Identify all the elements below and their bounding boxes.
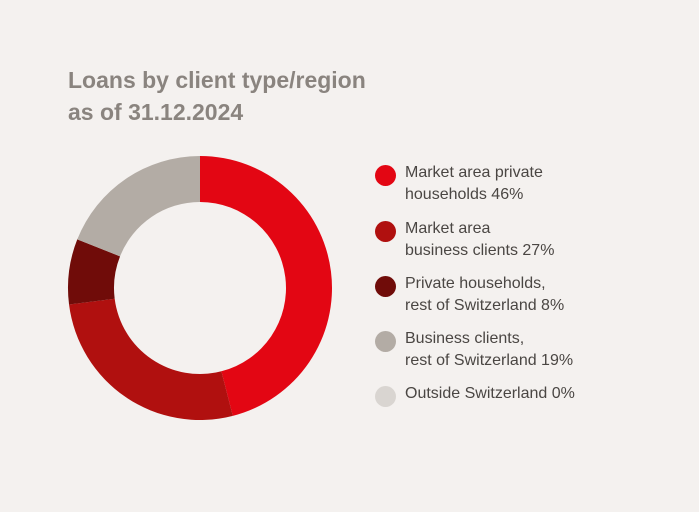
legend-label: Private households, (405, 275, 546, 292)
legend-label: Market area (405, 220, 491, 237)
legend-label: Outside Switzerland 0% (405, 385, 575, 402)
donut-slice-market-area-private-households (200, 156, 332, 416)
legend-swatch (375, 221, 396, 242)
legend-swatch (375, 165, 396, 186)
legend-swatch (375, 331, 396, 352)
legend-label: Market area private (405, 164, 543, 181)
legend-label: rest of Switzerland 8% (405, 297, 565, 314)
chart-title-line2: as of 31.12.2024 (68, 99, 244, 125)
chart-title: Loans by client type/region as of 31.12.… (68, 64, 366, 128)
legend-label: rest of Switzerland 19% (405, 352, 574, 369)
donut-chart (68, 156, 332, 420)
legend-swatch (375, 276, 396, 297)
donut-slice-business-clients-rest-of-switzerland (77, 156, 200, 257)
legend-swatch (375, 386, 396, 407)
legend-label: business clients 27% (405, 242, 555, 259)
donut-slice-private-households-rest-of-switzerland (68, 239, 121, 305)
donut-slice-market-area-business-clients (69, 298, 233, 420)
legend-label: Business clients, (405, 330, 525, 347)
chart-title-line1: Loans by client type/region (68, 67, 366, 93)
legend-label: households 46% (405, 186, 524, 203)
